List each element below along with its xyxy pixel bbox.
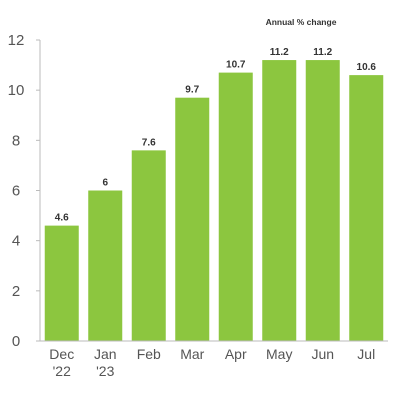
bar-value-label: 11.2: [270, 47, 289, 58]
bar-value-label: 7.6: [142, 137, 156, 148]
x-category-label: '22: [53, 363, 71, 379]
bar: [131, 150, 166, 341]
bar-value-label: 9.7: [185, 85, 199, 96]
x-category-label: Apr: [225, 346, 247, 362]
x-category-label: Jun: [311, 346, 334, 362]
x-category-label: '23: [96, 363, 114, 379]
bar-value-label: 10.7: [226, 60, 246, 71]
x-axis: Dec'22 Jan'23 Feb Mar Apr May Jun Jul: [40, 340, 388, 379]
bars: 4.6 6 7.6 9.7 10.7 11.2 11.2 10.6: [44, 47, 384, 342]
bar-value-label: 10.6: [357, 62, 377, 73]
bar: [262, 60, 297, 342]
bar: [88, 190, 123, 341]
x-category-label: Dec: [49, 346, 74, 362]
bar: [218, 72, 253, 341]
x-category-label: Jan: [94, 346, 117, 362]
y-tick-label: 10: [8, 82, 25, 99]
y-tick-label: 12: [8, 32, 25, 49]
chart-subtitle: Annual % change: [266, 17, 337, 27]
x-category-label: May: [266, 346, 292, 362]
bar-value-label: 6: [102, 178, 108, 189]
bar: [44, 225, 79, 341]
bar: [349, 75, 384, 341]
x-category-label: Mar: [180, 346, 204, 362]
bar: [175, 97, 210, 341]
x-category-label: Feb: [137, 346, 161, 362]
bar: [305, 60, 340, 342]
x-category-label: Jul: [357, 346, 375, 362]
y-tick-label: 8: [12, 132, 20, 149]
y-tick-label: 2: [12, 283, 20, 300]
y-tick-label: 6: [12, 183, 20, 200]
bar-value-label: 11.2: [313, 47, 332, 58]
y-tick-label: 0: [12, 333, 20, 350]
y-axis: 0 2 4 6 8 10 12: [8, 32, 41, 350]
bar-value-label: 4.6: [55, 213, 69, 224]
y-tick-label: 4: [12, 233, 20, 250]
